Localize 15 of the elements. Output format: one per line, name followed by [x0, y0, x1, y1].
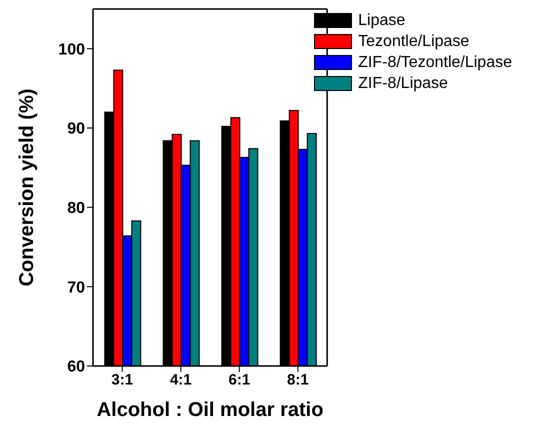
x-tick-label: 4:1	[170, 372, 192, 389]
legend-label: ZIF-8/Lipase	[358, 74, 448, 92]
y-tick-label: 90	[67, 120, 86, 138]
legend-label: ZIF-8/Tezontle/Lipase	[358, 54, 512, 72]
x-tick-label: 8:1	[287, 372, 309, 389]
y-tick-label: 70	[67, 279, 86, 296]
y-tick-label: 100	[58, 41, 86, 58]
y-axis-title: Conversion yield (%)	[16, 88, 38, 286]
x-axis-title: Alcohol : Oil molar ratio	[96, 399, 324, 421]
legend-label: Lipase	[358, 12, 406, 30]
y-tick-label: 80	[67, 200, 86, 218]
y-tick-label: 60	[67, 358, 86, 376]
x-tick-label: 6:1	[228, 372, 250, 389]
x-tick-label: 3:1	[111, 372, 134, 389]
legend-label: Tezontle/Lipase	[358, 32, 470, 50]
